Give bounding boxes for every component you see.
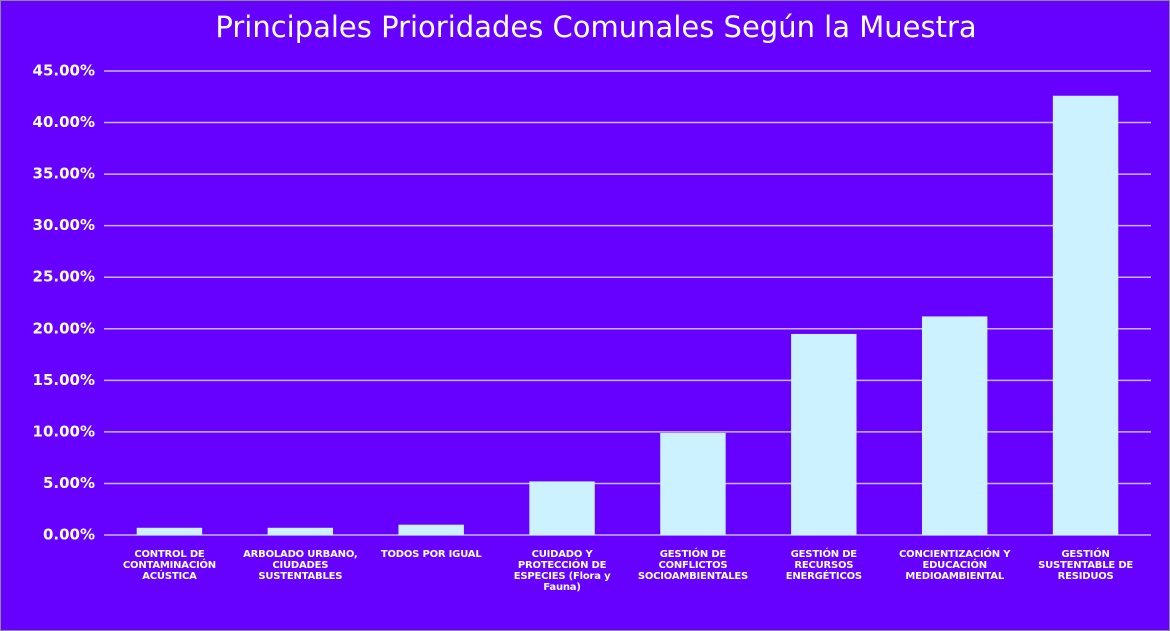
bar [791, 333, 857, 535]
x-tick-label: CONTROL DE CONTAMINACIÓN ACÚSTICA [122, 549, 216, 582]
x-tick-label: GESTIÓN DE RECURSOS ENERGÉTICOS [785, 549, 862, 582]
y-tick-label: 25.00% [33, 268, 95, 286]
bar [1052, 95, 1119, 535]
x-tick-label: CONCIENTIZACIÓN Y EDUCACIÓN MEDIOAMBIENT… [899, 549, 1011, 582]
bar [529, 481, 595, 535]
bar [136, 527, 203, 535]
y-tick-label: 35.00% [33, 165, 95, 183]
y-tick-label: 10.00% [33, 422, 95, 440]
x-tick-label: TODOS POR IGUAL [380, 549, 482, 560]
x-tick-label: GESTIÓN SUSTENTABLE DE RESIDUOS [1038, 549, 1134, 582]
bar [398, 524, 464, 535]
y-tick-label: 20.00% [33, 319, 95, 337]
bar [267, 527, 334, 535]
y-tick-label: 5.00% [43, 474, 95, 492]
y-tick-label: 0.00% [43, 526, 95, 544]
y-tick-label: 15.00% [33, 371, 95, 389]
bar [660, 432, 726, 535]
y-tick-label: 40.00% [33, 113, 95, 131]
y-tick-label: 30.00% [33, 216, 95, 234]
bar [921, 316, 988, 535]
x-tick-label: GESTIÓN DE CONFLICTOS SOCIOAMBIENTALES [637, 549, 749, 582]
x-tick-label: CUIDADO Y PROTECCIÓN DE ESPECIES (Flora … [513, 549, 611, 593]
chart-title: Principales Prioridades Comunales Según … [215, 10, 976, 44]
x-tick-label: ARBOLADO URBANO, CIUDADES SUSTENTABLES [243, 549, 358, 582]
y-tick-label: 45.00% [33, 62, 95, 80]
